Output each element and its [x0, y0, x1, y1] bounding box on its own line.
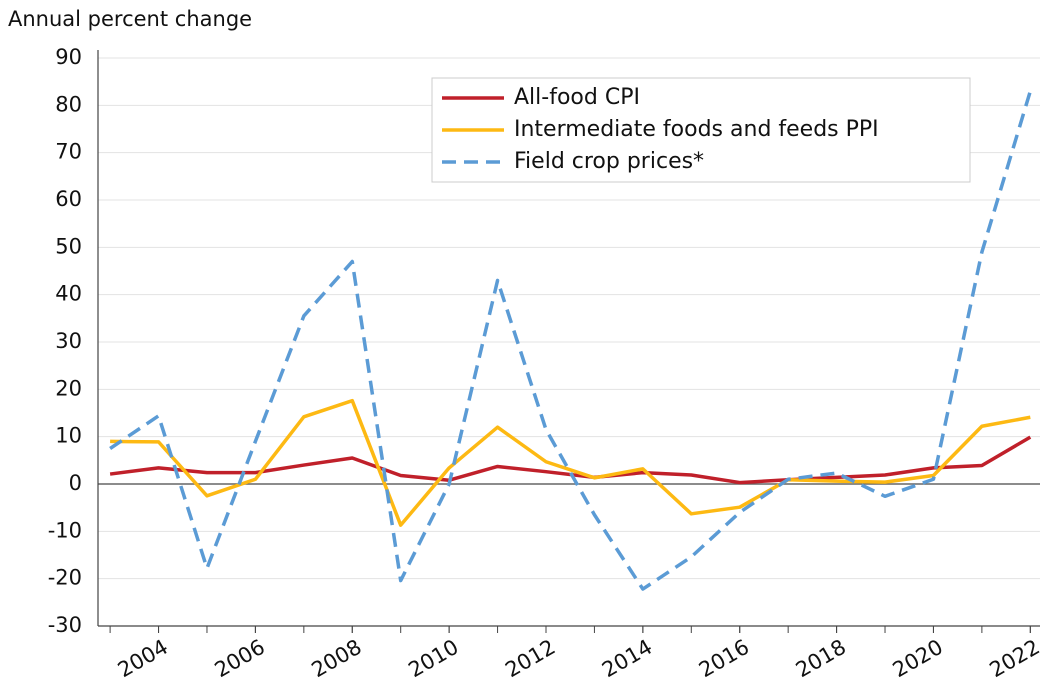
legend-label: Intermediate foods and feeds PPI — [514, 117, 879, 142]
series-line — [109, 90, 1032, 591]
y-tick-label: 40 — [55, 282, 82, 306]
x-tick-label: 2012 — [501, 635, 559, 683]
y-tick-label: 60 — [55, 187, 82, 211]
y-tick-label: 30 — [55, 329, 82, 353]
y-tick-label: 10 — [55, 424, 82, 448]
x-tick-label: 2010 — [404, 635, 462, 683]
x-tick-label: 2022 — [986, 635, 1044, 683]
series-line — [110, 398, 1031, 527]
x-tick-label: 2018 — [792, 635, 850, 683]
x-tick-label: 2004 — [114, 635, 172, 683]
y-tick-label: 70 — [55, 140, 82, 164]
y-tick-label: 80 — [55, 92, 82, 116]
y-tick-label: 90 — [55, 45, 82, 69]
y-axis-label: Annual percent change — [8, 7, 252, 31]
legend-label: Field crop prices* — [514, 149, 704, 174]
y-tick-label: -10 — [48, 518, 82, 542]
y-tick-label: -30 — [48, 613, 82, 637]
y-tick-label: 50 — [55, 234, 82, 258]
y-tick-label: 0 — [69, 471, 82, 495]
x-tick-label: 2014 — [598, 635, 656, 683]
x-tick-label: 2006 — [211, 635, 269, 683]
legend-label: All-food CPI — [514, 85, 640, 110]
x-tick-label: 2008 — [307, 635, 365, 683]
x-tick-label: 2016 — [695, 635, 753, 683]
y-tick-label: 20 — [55, 376, 82, 400]
legend-box — [431, 77, 971, 183]
y-tick-label: -20 — [48, 566, 82, 590]
x-tick-label: 2020 — [889, 635, 947, 683]
